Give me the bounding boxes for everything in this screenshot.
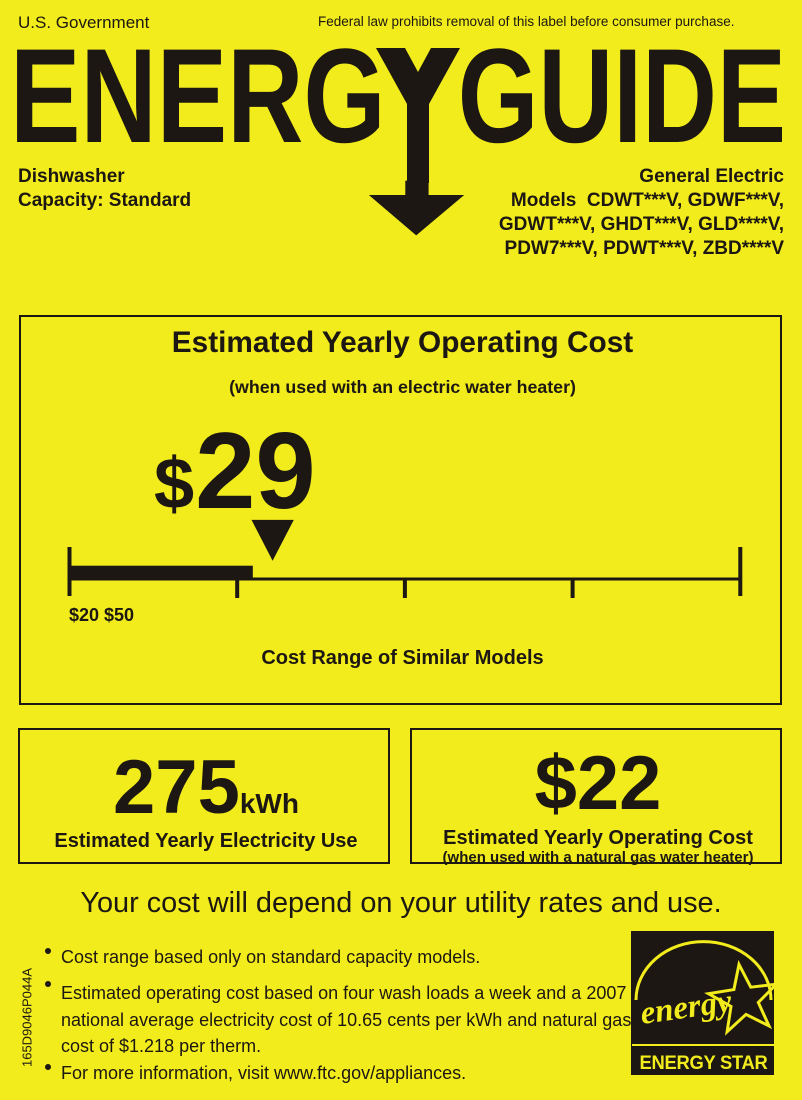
svg-text:ENERGY STAR: ENERGY STAR [640,1053,769,1074]
svg-text:energy: energy [638,983,734,1031]
svg-text:GUIDE: GUIDE [458,21,786,171]
svg-text:ENERG: ENERG [10,21,386,171]
